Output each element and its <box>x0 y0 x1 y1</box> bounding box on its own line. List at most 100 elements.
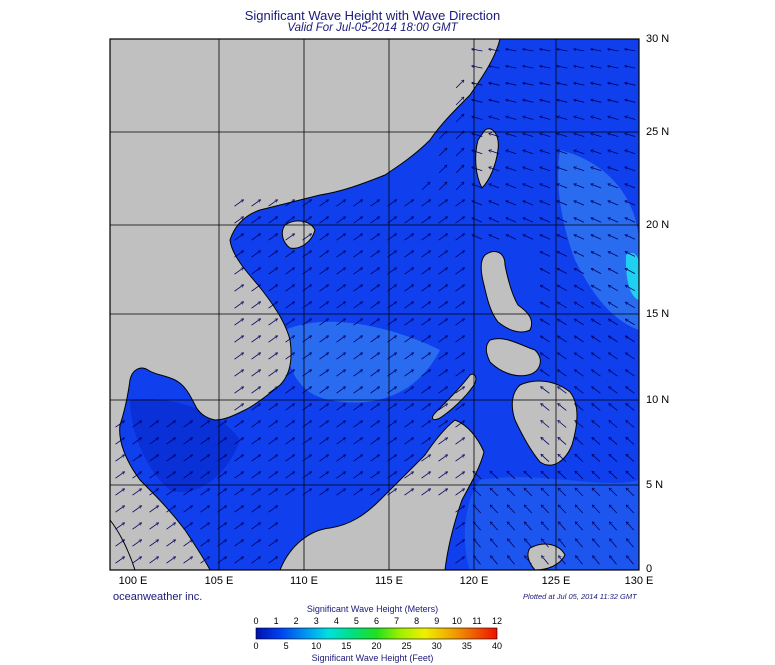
direction-arrow <box>506 167 517 172</box>
land-mindanao <box>511 380 578 466</box>
direction-arrow <box>574 336 584 343</box>
direction-arrow <box>473 505 482 514</box>
direction-arrow <box>507 505 516 514</box>
direction-arrow <box>302 285 312 292</box>
direction-arrow <box>625 83 636 86</box>
direction-arrow <box>132 455 142 462</box>
lon-label-110: 110 E <box>290 575 318 587</box>
direction-arrow <box>592 522 600 531</box>
direction-arrow <box>115 557 125 564</box>
land-sumatra <box>110 519 136 570</box>
direction-arrow <box>319 489 329 496</box>
plotted-timestamp: Plotted at Jul 05, 2014 11:32 GMT <box>523 592 637 601</box>
direction-arrow <box>592 421 601 428</box>
direction-arrow <box>625 117 636 120</box>
direction-arrow <box>166 557 176 564</box>
direction-arrow <box>557 319 567 326</box>
direction-arrow <box>387 472 397 479</box>
direction-arrow <box>234 438 244 445</box>
direction-arrow <box>421 217 431 224</box>
direction-arrow <box>506 117 517 120</box>
direction-arrow <box>473 522 481 531</box>
direction-arrow <box>558 353 567 360</box>
direction-arrow <box>626 370 635 377</box>
direction-arrow <box>455 438 465 445</box>
direction-arrow <box>370 455 380 462</box>
direction-arrow <box>438 200 448 207</box>
direction-arrow <box>404 472 414 479</box>
meter-tick: 6 <box>373 616 380 626</box>
direction-arrow <box>609 437 618 445</box>
sea-light-region <box>285 321 440 403</box>
direction-arrow <box>217 455 227 462</box>
direction-arrow <box>592 488 601 497</box>
direction-arrow <box>319 285 329 292</box>
direction-arrow <box>574 100 585 103</box>
direction-arrow <box>608 336 618 343</box>
direction-arrow <box>489 133 500 137</box>
direction-arrow <box>525 556 532 565</box>
direction-arrow <box>455 251 465 258</box>
direction-arrow <box>234 404 244 411</box>
direction-arrow <box>592 387 601 394</box>
direction-arrow <box>540 302 550 309</box>
direction-arrow <box>387 489 397 496</box>
direction-arrow <box>183 438 193 445</box>
direction-arrow <box>523 184 534 189</box>
direction-arrow <box>387 251 397 258</box>
direction-arrow <box>132 506 142 513</box>
direction-arrow <box>626 404 635 411</box>
direction-arrow <box>608 302 618 309</box>
meter-tick: 7 <box>394 616 400 626</box>
direction-arrow <box>268 557 278 564</box>
direction-arrow <box>625 235 636 240</box>
direction-arrow <box>541 353 550 360</box>
direction-arrow <box>575 437 584 445</box>
direction-arrow <box>149 489 159 496</box>
direction-arrow <box>370 285 380 292</box>
direction-arrow <box>489 83 500 86</box>
land-borneo <box>279 419 485 570</box>
direction-arrow <box>285 336 295 343</box>
direction-arrow <box>353 319 363 326</box>
direction-arrow <box>251 557 261 564</box>
direction-arrow <box>591 201 602 206</box>
direction-arrow <box>438 455 448 462</box>
direction-arrow <box>251 421 261 428</box>
direction-arrow <box>625 49 636 52</box>
direction-arrow <box>574 184 585 189</box>
direction-arrow <box>234 540 244 547</box>
direction-arrow <box>591 49 602 52</box>
direction-arrow <box>540 167 551 172</box>
direction-arrow <box>319 472 329 479</box>
meter-tick: 4 <box>333 616 339 626</box>
direction-arrow <box>251 438 261 445</box>
direction-arrow <box>608 133 619 137</box>
direction-arrow <box>609 370 618 377</box>
direction-arrow <box>540 252 551 257</box>
direction-arrow <box>540 184 551 189</box>
direction-arrow <box>370 319 380 326</box>
direction-arrow <box>574 302 584 309</box>
direction-arrow <box>523 201 534 206</box>
direction-arrow <box>438 302 448 309</box>
direction-arrow <box>438 438 448 445</box>
direction-arrow <box>557 49 568 52</box>
direction-arrow <box>149 506 159 513</box>
direction-arrow <box>574 268 585 274</box>
direction-arrow <box>506 49 517 52</box>
direction-arrow <box>557 285 567 292</box>
direction-arrow <box>421 285 431 292</box>
direction-arrow <box>489 150 500 155</box>
direction-arrow <box>387 200 397 207</box>
direction-arrow <box>608 184 619 189</box>
graticule <box>110 39 639 570</box>
colorbar-title-feet: Significant Wave Height (Feet) <box>311 653 434 663</box>
direction-arrow <box>251 200 261 207</box>
direction-arrow <box>523 167 534 172</box>
direction-arrow <box>472 83 483 86</box>
direction-arrow <box>592 437 601 445</box>
direction-arrow <box>626 454 635 462</box>
direction-arrow <box>319 353 329 360</box>
direction-arrow <box>421 404 431 411</box>
